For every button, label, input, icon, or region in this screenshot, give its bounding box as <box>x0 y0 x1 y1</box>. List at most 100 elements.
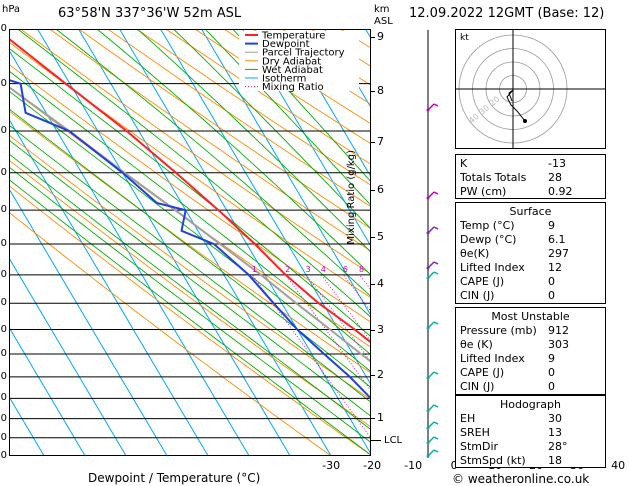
wet-adiabat-line <box>96 29 371 276</box>
table-row: Lifted Index 12 <box>460 261 601 275</box>
table-row: StmSpd (kt) 18 <box>460 454 601 468</box>
isotherm-line <box>201 29 371 317</box>
table-row: Pressure (mb) 912 <box>460 324 601 338</box>
table-row: K -13 <box>460 157 601 171</box>
altitude-tick-mark <box>371 417 375 419</box>
row-label: θe(K) <box>460 247 490 260</box>
row-label: CIN (J) <box>460 380 495 393</box>
row-value: 0 <box>548 366 555 379</box>
wet-adiabat-line <box>55 29 371 298</box>
pressure-tick-label: 700 <box>0 323 7 335</box>
hodograph-unit-label: kt <box>460 33 469 43</box>
wind-barbs <box>426 30 439 458</box>
pressure-tick-label: 300 <box>0 23 7 34</box>
x-axis-title: Dewpoint / Temperature (°C) <box>88 471 261 485</box>
legend-label: Dewpoint <box>262 39 310 50</box>
altitude-tick-label: 7 <box>377 135 384 149</box>
table-row: CAPE (J) 0 <box>460 275 601 289</box>
wind-barb-base <box>426 266 430 270</box>
isotherm-line <box>324 29 371 109</box>
altitude-tick-label: 2 <box>377 367 384 381</box>
table-title: Hodograph <box>500 398 561 411</box>
row-value: 0 <box>548 275 555 288</box>
table-row: Temp (°C) 9 <box>460 219 601 233</box>
row-label: StmDir <box>460 440 499 453</box>
wind-barb-base <box>426 276 430 280</box>
wind-barb-base <box>426 454 430 458</box>
wet-adiabat-line <box>136 29 371 253</box>
isotherm-line <box>78 29 332 456</box>
table-row: θe (K) 303 <box>460 338 601 352</box>
pressure-tick-label: 400 <box>0 125 7 137</box>
row-label: Lifted Index <box>460 261 525 274</box>
pressure-tick-label: 350 <box>0 77 7 89</box>
row-label: CIN (J) <box>460 289 495 302</box>
isotherm-line <box>9 187 168 456</box>
row-value: 18 <box>548 454 562 467</box>
isotherm-line <box>9 326 86 456</box>
pressure-tick-label: 750 <box>0 347 7 359</box>
row-value: 28° <box>548 440 568 453</box>
altitude-tick-mark <box>371 374 375 376</box>
wind-barb-base <box>426 441 430 445</box>
mixing-ratio-line <box>342 274 371 313</box>
table-row: θe(K) 297 <box>460 247 601 261</box>
isotherm-line <box>9 395 45 456</box>
wind-barb-base <box>426 426 430 430</box>
isotherm-line <box>160 29 371 386</box>
mixing-ratio-label: 6 <box>343 265 348 274</box>
table-row: Dewp (°C) 6.1 <box>460 233 601 247</box>
altitude-tick-mark <box>371 189 375 191</box>
wind-barb-flag <box>433 404 439 408</box>
temperature-tick-label: -30 <box>322 459 341 472</box>
mixing-ratio-label: 4 <box>321 265 326 274</box>
altitude-tick-label: 9 <box>377 30 384 44</box>
mixing-ratio-label: 1 <box>252 265 257 274</box>
dry-adiabat-line <box>9 41 371 299</box>
table-row: EH 30 <box>460 412 601 426</box>
legend-label: Temperature <box>261 31 325 42</box>
pressure-tick-label: 950 <box>0 431 7 443</box>
dry-adiabat-line <box>20 29 371 275</box>
wind-barb-flag <box>433 436 439 440</box>
row-label: Pressure (mb) <box>460 324 537 337</box>
row-value: 912 <box>548 324 569 337</box>
altitude-tick-label: 1 <box>377 410 384 424</box>
dry-adiabat-line <box>136 29 371 186</box>
pressure-tick-label: 1000 <box>0 450 7 461</box>
asl-axis-unit: ASL <box>374 16 393 27</box>
row-value: -13 <box>548 157 566 170</box>
hodograph-table: Hodograph EH 30 SREH 13 StmDir 28° StmSpd (kt) 1… <box>455 395 606 468</box>
temperature-line <box>9 37 371 344</box>
row-label: Temp (°C) <box>460 219 515 232</box>
table-row: Lifted Index 9 <box>460 352 601 366</box>
row-value: 12 <box>548 261 562 274</box>
row-value: 30 <box>548 412 562 425</box>
forecast-datetime: 12.09.2022 12GMT (Base: 12) <box>409 6 605 21</box>
row-label: EH <box>460 412 476 425</box>
pressure-tick-label: 550 <box>0 237 7 249</box>
credit: © weatheronline.co.uk <box>452 472 590 486</box>
row-value: 9 <box>548 352 555 365</box>
row-label: SREH <box>460 426 490 439</box>
pressure-tick-label: 800 <box>0 370 7 382</box>
isotherm-line <box>283 29 371 178</box>
altitude-tick-label: 6 <box>377 182 384 196</box>
row-label: K <box>460 157 468 170</box>
dry-adiabat-line <box>107 29 371 208</box>
legend-label: Isotherm <box>262 74 306 85</box>
table-row: Totals Totals 28 <box>460 171 601 185</box>
table-row: CIN (J) 0 <box>460 380 601 394</box>
pressure-tick-label: 600 <box>0 268 7 280</box>
wet-adiabat-line <box>173 29 371 230</box>
mixing-ratio-label: 2 <box>285 265 290 274</box>
skewt-chart: 12346810152025TemperatureDewpointParcel … <box>9 29 371 456</box>
legend-label: Dry Adiabat <box>262 56 321 67</box>
table-row: CIN (J) 0 <box>460 289 601 303</box>
row-value: 13 <box>548 426 562 439</box>
row-value: 0 <box>548 380 555 393</box>
mixing-ratio-line <box>285 274 371 392</box>
hodograph-storm-motion <box>523 119 527 123</box>
wind-barb-flag <box>433 226 439 230</box>
